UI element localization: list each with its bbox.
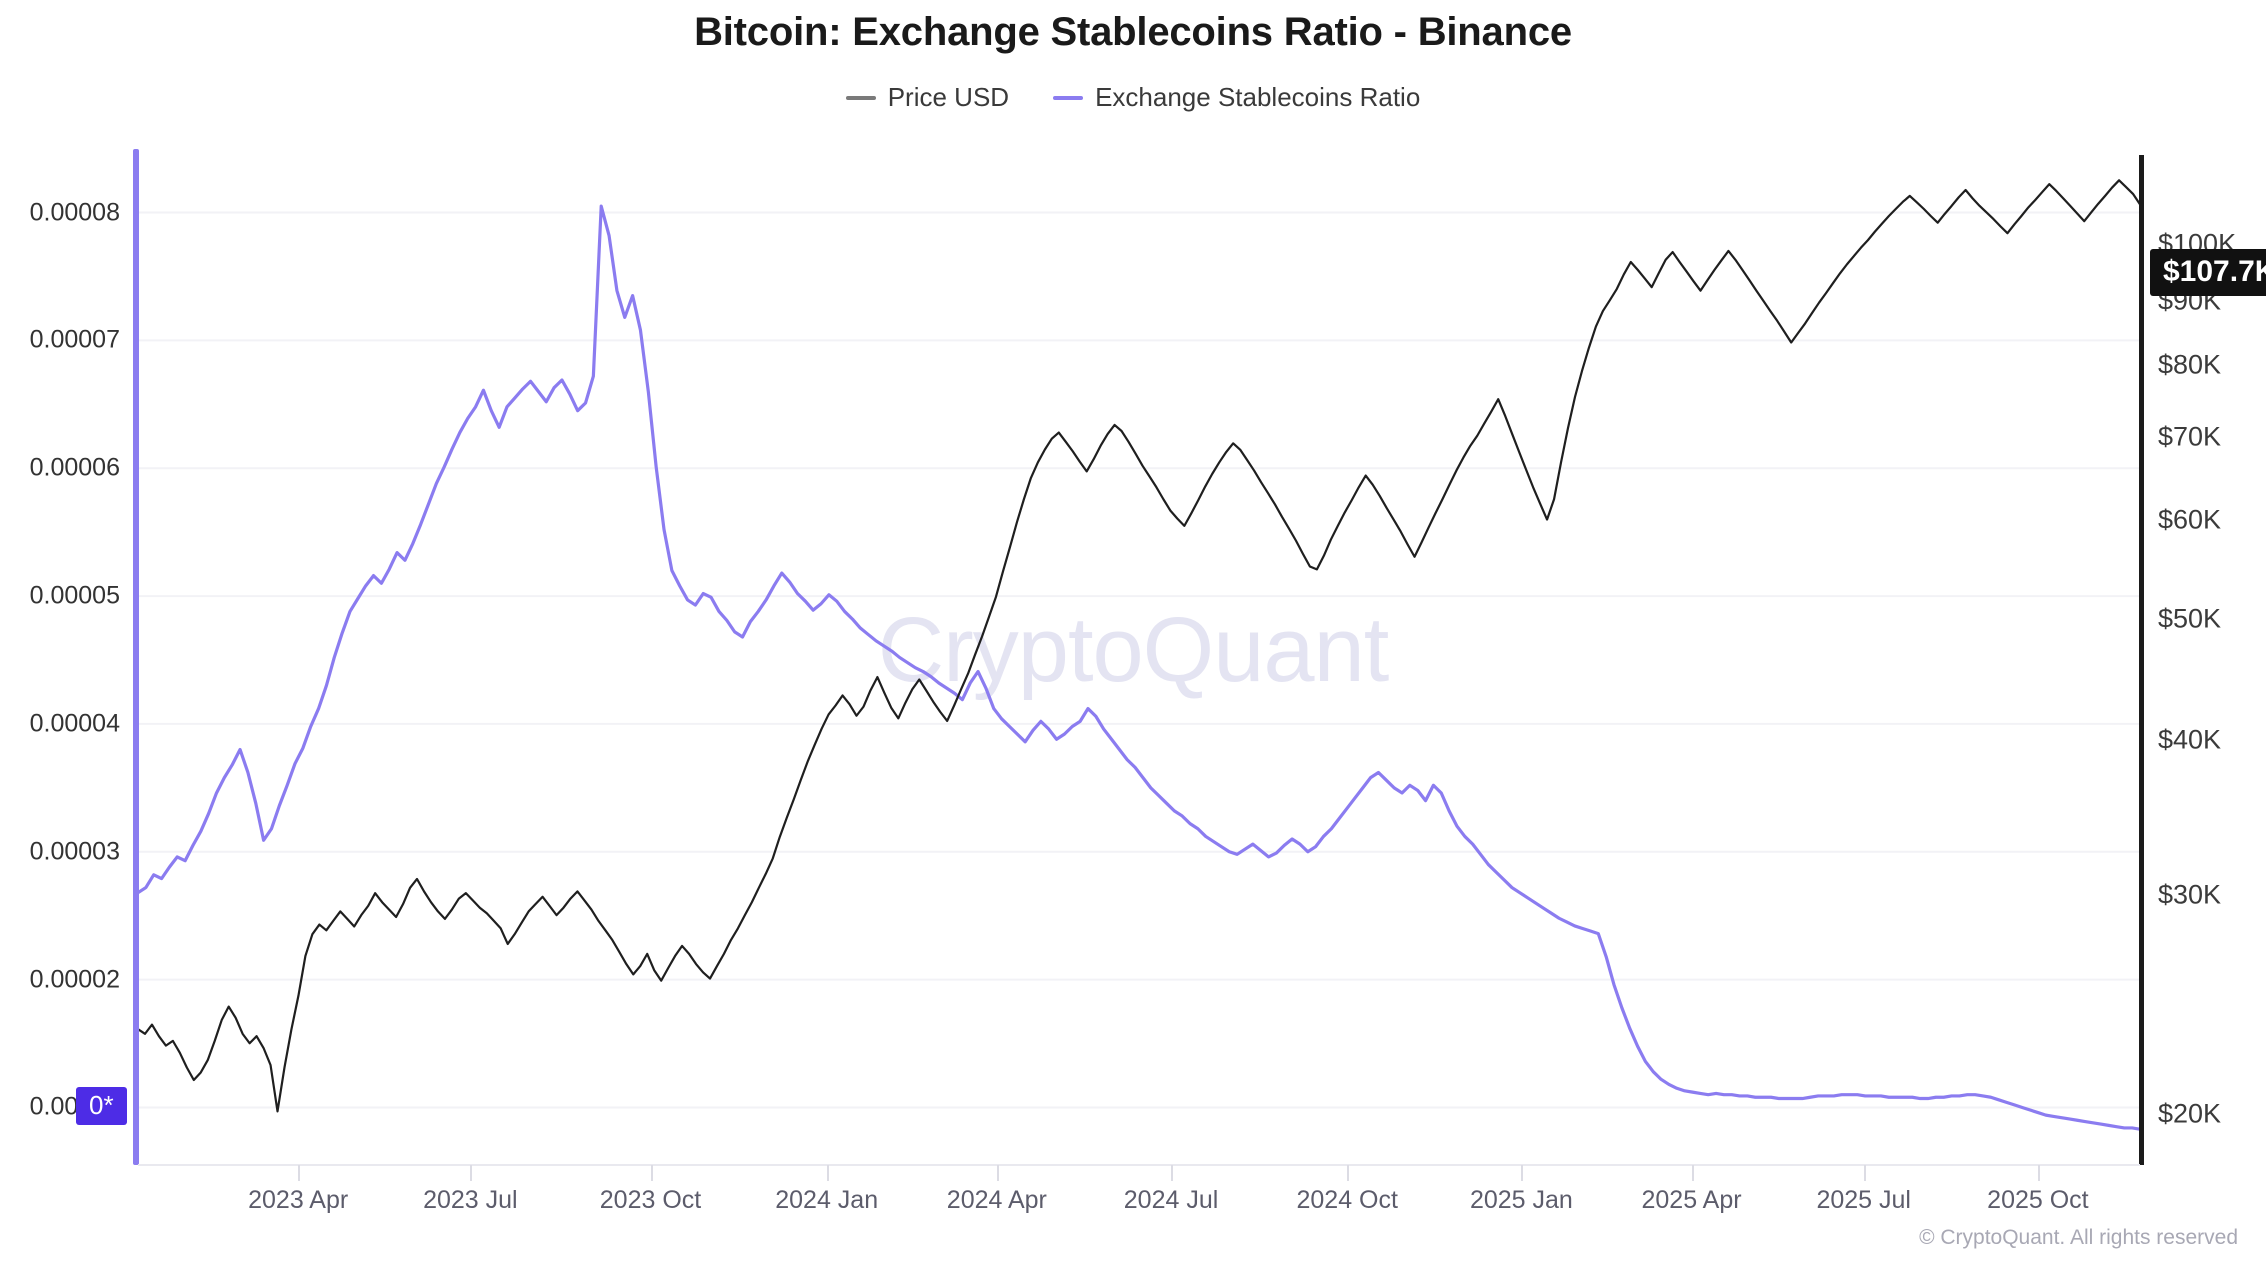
y-axis-right-tick-label: $60K bbox=[2158, 504, 2222, 535]
x-axis-tick bbox=[2037, 1165, 2040, 1181]
x-axis-tick-label: 2025 Apr bbox=[1641, 1186, 1742, 1214]
y-axis-left-spine bbox=[133, 149, 139, 1165]
x-axis-tick-label: 2025 Oct bbox=[1987, 1186, 2089, 1214]
legend-swatch-price-usd bbox=[845, 95, 876, 100]
x-axis-tick-label: 2023 Apr bbox=[248, 1186, 349, 1214]
y-axis-right-tick-label: $80K bbox=[2158, 349, 2222, 380]
x-axis-tick bbox=[826, 1165, 829, 1181]
series-line-exchange-stablecoins-ratio bbox=[138, 204, 2140, 1131]
legend-item-price-usd[interactable]: Price USD bbox=[845, 82, 1010, 113]
series-line-price-usd bbox=[138, 179, 2140, 1113]
y-axis-left-tick-label: 0.00007 bbox=[29, 325, 120, 354]
x-axis-tick-label: 2024 Jul bbox=[1123, 1186, 1219, 1214]
y-axis-right-tick-label: $50K bbox=[2158, 603, 2222, 634]
x-axis-tick bbox=[1171, 1165, 1174, 1181]
y-axis-left-tick-label: 0.00006 bbox=[29, 453, 120, 482]
chart-legend: Price USD Exchange Stablecoins Ratio bbox=[0, 82, 2266, 113]
x-axis-tick bbox=[1347, 1165, 1350, 1181]
x-axis-tick bbox=[470, 1165, 473, 1181]
page-title: Bitcoin: Exchange Stablecoins Ratio - Bi… bbox=[694, 10, 1572, 54]
y-axis-right-tick-label: $40K bbox=[2158, 724, 2222, 755]
y-axis-left-tick-label: 0.00004 bbox=[29, 709, 120, 738]
x-axis-tick-label: 2024 Jan bbox=[775, 1186, 879, 1214]
x-axis-baseline bbox=[138, 1164, 2140, 1166]
footer-copyright: © CryptoQuant. All rights reserved bbox=[1919, 1226, 2238, 1249]
current-price-badge: $107.7K bbox=[2150, 249, 2266, 296]
x-axis-tick bbox=[298, 1165, 301, 1181]
y-axis-left-tick-label: 0.00005 bbox=[29, 581, 120, 610]
y-axis-right-spine bbox=[2139, 155, 2144, 1165]
legend-label-price-usd: Price USD bbox=[887, 82, 1010, 112]
legend-item-exchange-stablecoins-ratio[interactable]: Exchange Stablecoins Ratio bbox=[1053, 82, 1420, 113]
y-axis-left-tick-label: 0.00002 bbox=[29, 965, 120, 994]
x-axis-tick bbox=[1863, 1165, 1866, 1181]
x-axis-tick-label: 2024 Apr bbox=[946, 1186, 1047, 1214]
y-axis-right-tick-label: $70K bbox=[2158, 421, 2222, 452]
x-axis-tick bbox=[1691, 1165, 1694, 1181]
x-axis-tick-label: 2024 Oct bbox=[1296, 1186, 1398, 1214]
plot-area bbox=[133, 149, 2144, 1166]
x-axis-tick bbox=[650, 1165, 653, 1181]
x-axis-tick-label: 2025 Jul bbox=[1816, 1186, 1911, 1214]
y-axis-left-tick-label: 0.00003 bbox=[29, 837, 120, 866]
legend-label-exchange-stablecoins-ratio: Exchange Stablecoins Ratio bbox=[1095, 82, 1421, 112]
y-axis-left-tick-label: 0.00008 bbox=[29, 198, 120, 227]
y-axis-zero-badge: 0* bbox=[76, 1087, 127, 1125]
x-axis-tick-label: 2025 Jan bbox=[1469, 1186, 1573, 1214]
x-axis-tick bbox=[996, 1165, 999, 1181]
y-axis-right-tick-label: $20K bbox=[2158, 1098, 2222, 1129]
x-axis-tick bbox=[1521, 1165, 1524, 1181]
plot-inner bbox=[138, 155, 2140, 1165]
gridlines bbox=[138, 211, 2140, 1109]
x-axis-tick-label: 2023 Jul bbox=[423, 1186, 518, 1214]
y-axis-right-tick-label: $30K bbox=[2158, 879, 2222, 910]
legend-swatch-exchange-stablecoins-ratio bbox=[1053, 95, 1084, 100]
x-axis-tick-label: 2023 Oct bbox=[599, 1186, 702, 1214]
plot-svg bbox=[138, 179, 2140, 1131]
